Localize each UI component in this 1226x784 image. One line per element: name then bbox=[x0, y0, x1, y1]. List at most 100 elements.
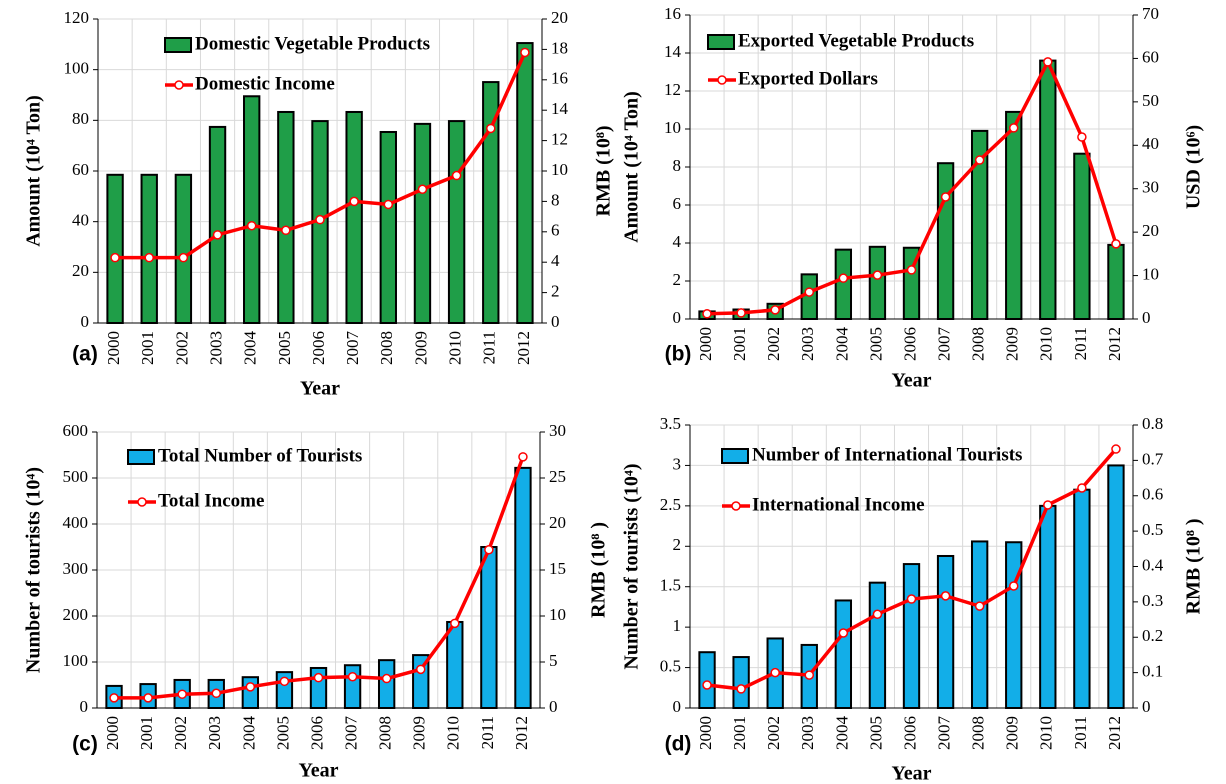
x-tick-label: 2010 bbox=[1037, 716, 1056, 750]
bar bbox=[1073, 488, 1091, 709]
bar bbox=[482, 81, 500, 324]
bar bbox=[698, 651, 716, 709]
line-marker bbox=[702, 680, 712, 690]
line-marker bbox=[906, 265, 917, 275]
x-tick-label: 2000 bbox=[104, 331, 123, 365]
legend-swatch bbox=[721, 448, 749, 464]
y-tick-label: 200 bbox=[63, 605, 89, 624]
line-marker bbox=[281, 225, 291, 236]
y-axis-label: Amount (10⁴ Ton) bbox=[621, 91, 643, 243]
y-tick-label: 20 bbox=[72, 261, 89, 280]
line-marker bbox=[279, 676, 290, 687]
bar bbox=[1073, 152, 1091, 320]
x-tick-label: 2011 bbox=[480, 331, 499, 364]
line-marker bbox=[383, 199, 394, 210]
x-tick-label: 2007 bbox=[934, 716, 953, 751]
line-marker bbox=[313, 672, 324, 683]
y2-tick-label: 60 bbox=[1142, 47, 1159, 66]
y-axis-label: Number of tourists (10⁴) bbox=[621, 463, 643, 669]
bar bbox=[480, 546, 498, 709]
bar bbox=[732, 656, 750, 709]
x-tick-label: 2008 bbox=[377, 331, 396, 365]
line-marker bbox=[484, 545, 494, 555]
bar bbox=[379, 130, 397, 324]
x-tick-label: 2011 bbox=[478, 716, 497, 749]
y-tick-label: 300 bbox=[63, 559, 89, 578]
legend-marker bbox=[731, 501, 741, 511]
x-tick-label: 2006 bbox=[900, 716, 919, 750]
line-marker bbox=[1111, 444, 1121, 454]
bar bbox=[446, 620, 464, 709]
panel-tag: (a) bbox=[72, 343, 98, 366]
bar bbox=[243, 95, 261, 325]
y2-tick-label: 8 bbox=[551, 190, 560, 209]
line-marker bbox=[906, 594, 917, 604]
line-marker bbox=[872, 270, 883, 280]
x-tick-label: 2008 bbox=[376, 716, 395, 750]
bar bbox=[343, 664, 362, 709]
y2-tick-label: 0.2 bbox=[1142, 626, 1163, 645]
y-tick-label: 14 bbox=[664, 42, 682, 61]
line-marker bbox=[974, 601, 985, 611]
y-tick-label: 2.5 bbox=[660, 495, 681, 514]
line-marker bbox=[246, 220, 257, 231]
line-marker bbox=[974, 155, 985, 165]
y2-tick-label: 40 bbox=[1142, 134, 1159, 153]
line-marker bbox=[940, 192, 951, 202]
y2-tick-label: 5 bbox=[549, 651, 558, 670]
x-tick-label: 2003 bbox=[205, 716, 224, 750]
line-marker bbox=[736, 308, 746, 318]
y-tick-label: 1 bbox=[673, 616, 682, 635]
bar bbox=[447, 120, 466, 324]
line-marker bbox=[212, 230, 223, 240]
legend-swatch bbox=[164, 37, 192, 53]
y2-tick-label: 0.6 bbox=[1142, 485, 1163, 504]
legend-marker bbox=[717, 75, 727, 85]
bar bbox=[1005, 110, 1023, 321]
y-tick-label: 100 bbox=[63, 651, 89, 670]
line-marker bbox=[315, 214, 325, 225]
line-marker bbox=[1077, 483, 1087, 493]
y2-axis-label: RMB (10⁸ ) bbox=[588, 522, 610, 618]
y2-tick-label: 0.3 bbox=[1142, 591, 1163, 610]
bar bbox=[868, 245, 887, 320]
x-tick-label: 2011 bbox=[1071, 327, 1090, 360]
y-tick-label: 16 bbox=[664, 4, 681, 23]
bar bbox=[1107, 464, 1125, 709]
y-tick-label: 0 bbox=[80, 697, 89, 716]
x-tick-label: 2005 bbox=[273, 716, 292, 750]
y2-tick-label: 70 bbox=[1142, 4, 1159, 23]
legend-swatch bbox=[707, 34, 735, 50]
line-marker bbox=[804, 670, 815, 680]
bar bbox=[514, 466, 532, 709]
line-marker bbox=[1043, 500, 1053, 510]
line-marker bbox=[245, 682, 256, 692]
line-marker bbox=[872, 609, 883, 620]
line-marker bbox=[143, 693, 153, 703]
line-marker bbox=[381, 673, 392, 684]
bar bbox=[140, 173, 158, 324]
x-tick-label: 2006 bbox=[309, 331, 328, 365]
x-tick-label: 2008 bbox=[969, 716, 988, 750]
bar bbox=[174, 173, 193, 324]
x-tick-label: 2007 bbox=[343, 331, 362, 366]
x-tick-label: 2010 bbox=[444, 716, 463, 750]
line-marker bbox=[178, 252, 189, 263]
line-marker bbox=[417, 184, 428, 194]
y-tick-label: 3.5 bbox=[660, 414, 681, 433]
x-tick-label: 2012 bbox=[1105, 327, 1124, 361]
bar bbox=[936, 554, 955, 710]
x-tick-label: 2001 bbox=[730, 716, 749, 750]
y2-tick-label: 30 bbox=[1142, 178, 1159, 197]
line-marker bbox=[518, 452, 528, 462]
y2-tick-label: 0 bbox=[549, 697, 558, 716]
x-tick-label: 2000 bbox=[696, 327, 715, 361]
line-marker bbox=[770, 667, 780, 678]
bar bbox=[902, 563, 921, 709]
y2-tick-label: 0.4 bbox=[1142, 555, 1164, 574]
legend-swatch bbox=[127, 449, 155, 465]
x-tick-label: 2008 bbox=[969, 327, 988, 361]
line-marker bbox=[838, 273, 849, 283]
x-tick-label: 2009 bbox=[411, 331, 430, 365]
x-axis-label: Year bbox=[892, 763, 932, 784]
